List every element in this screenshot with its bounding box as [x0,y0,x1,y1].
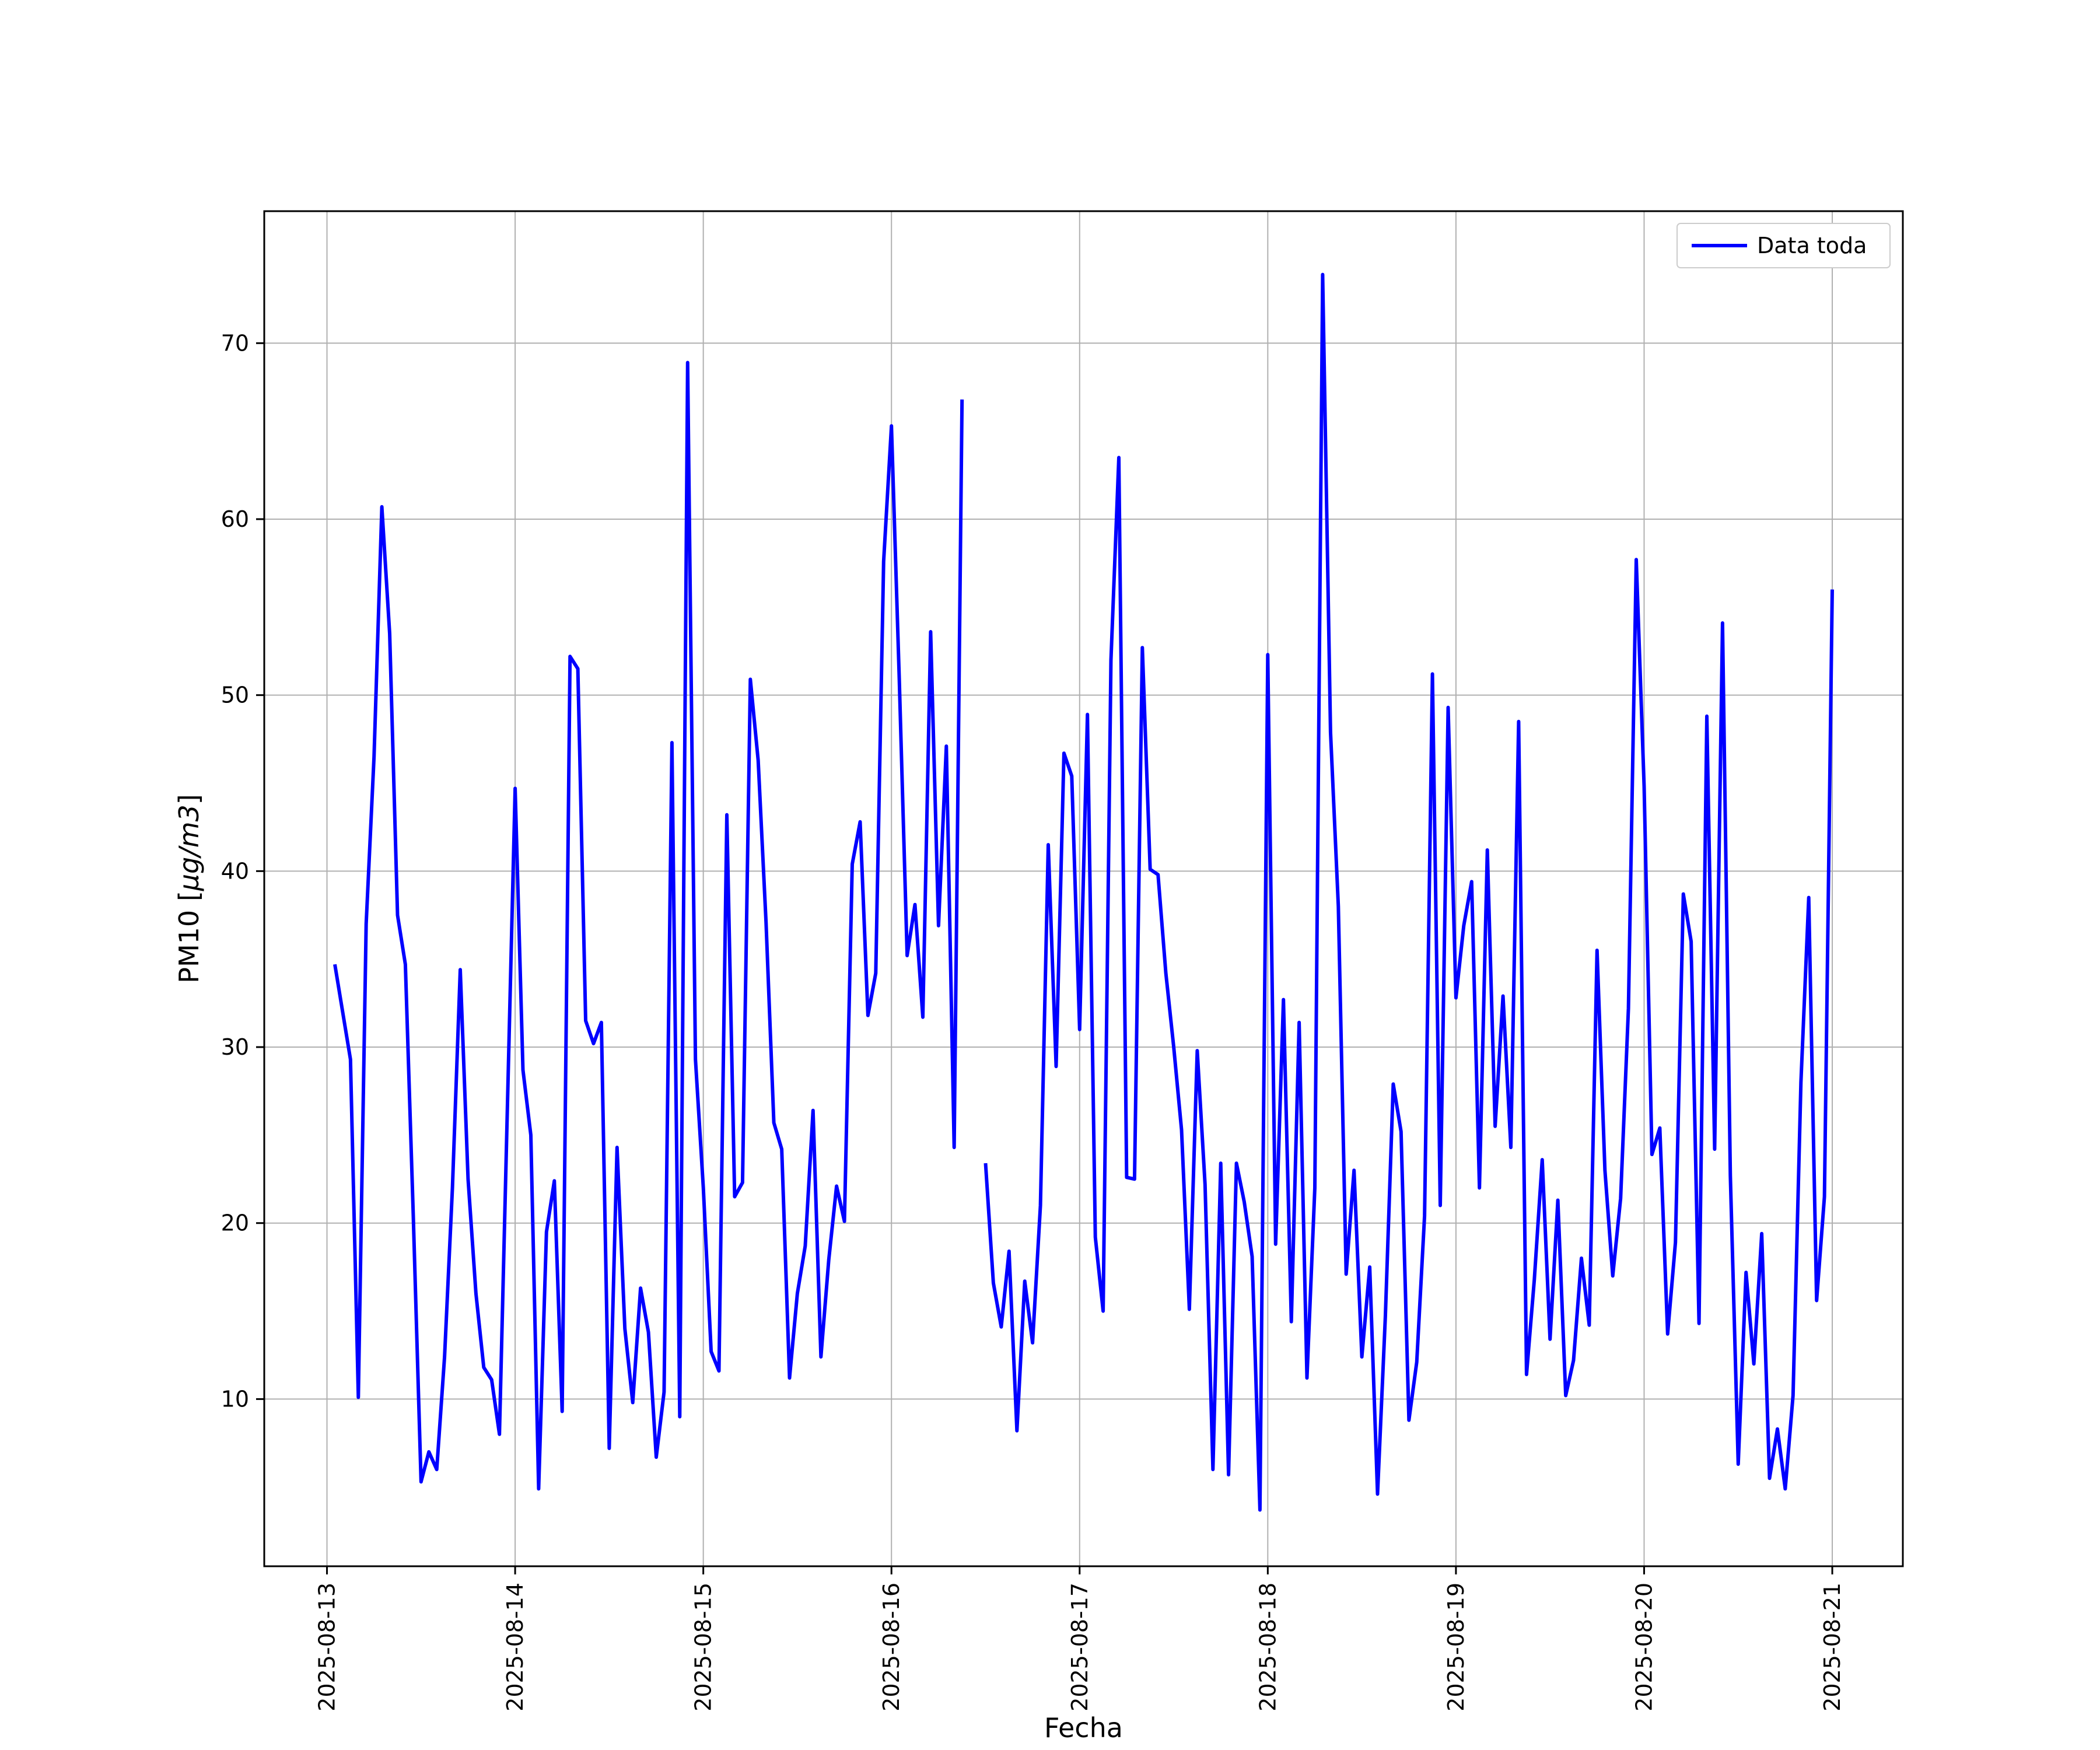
x-axis-label: Fecha [1044,1712,1123,1744]
legend: Data toda [1676,223,1891,268]
y-axis-label-unit: μg/m3 [173,804,205,891]
x-tick-label: 2025-08-19 [1443,1583,1469,1712]
legend-label-data-toda: Data toda [1757,233,1867,258]
x-tick-label: 2025-08-18 [1255,1583,1280,1712]
legend-box [1676,223,1891,268]
y-axis-label-main: PM10 [ [173,891,205,984]
x-tick-label: 2025-08-14 [502,1583,528,1712]
x-axis-ticks: 2025-08-13 2025-08-14 2025-08-15 2025-08-16… [314,1566,1845,1712]
x-tick-label: 2025-08-17 [1067,1583,1093,1712]
y-axis-ticks: 10 20 30 40 50 60 70 [221,330,264,1412]
y-axis-label: PM10 [μg/m3] [173,794,205,984]
y-tick-label: 30 [221,1034,249,1060]
series-line-segment-2 [984,272,1834,1512]
y-axis-label-end: ] [173,794,205,804]
x-tick-label: 2025-08-16 [878,1583,904,1712]
y-tick-label: 60 [221,506,249,532]
series-lines [333,272,1834,1512]
y-tick-label: 50 [221,682,249,708]
y-tick-label: 10 [221,1386,249,1412]
series-line-segment-1 [333,360,964,1491]
x-tick-label: 2025-08-13 [314,1583,340,1712]
x-tick-label: 2025-08-15 [691,1583,716,1712]
grid-lines [264,211,1903,1566]
x-tick-label: 2025-08-21 [1819,1583,1845,1712]
x-tick-label: 2025-08-20 [1631,1583,1657,1712]
y-tick-label: 40 [221,858,249,884]
y-tick-label: 20 [221,1210,249,1236]
plot-area-frame [263,210,1904,1567]
y-tick-label: 70 [221,330,249,356]
